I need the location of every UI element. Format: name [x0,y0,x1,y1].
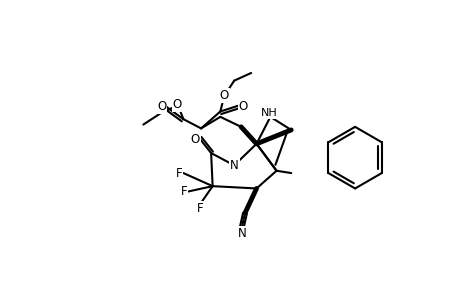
Text: O: O [157,100,166,113]
Text: F: F [180,185,187,198]
Text: O: O [172,98,181,111]
Text: N: N [230,159,238,172]
Text: O: O [190,134,199,146]
Text: F: F [175,167,182,180]
Text: F: F [196,202,203,215]
Text: O: O [238,100,247,112]
Text: NH: NH [260,108,277,118]
Text: O: O [219,89,228,102]
Text: N: N [237,226,246,240]
